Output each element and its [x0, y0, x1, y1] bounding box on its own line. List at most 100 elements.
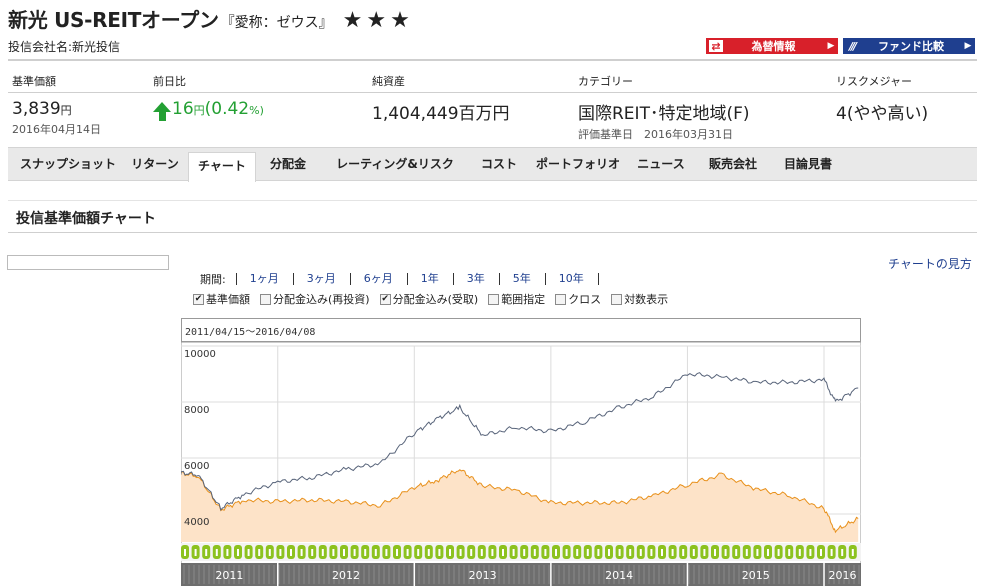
y-tick-label: 6000: [184, 461, 209, 472]
fund-search-box[interactable]: [7, 255, 169, 270]
dividend-marker-mark: [480, 549, 483, 556]
dividend-marker-mark: [692, 549, 695, 556]
tab-bar: スナップショット リターン チャート 分配金 レーティング&リスク コスト ポー…: [8, 147, 977, 182]
check-reinvest-label: 分配金込み(再投資): [273, 293, 370, 306]
fund-company: 投信会社名:新光投信: [8, 40, 121, 54]
fx-info-button[interactable]: ⇄ 為替情報 ▶: [706, 38, 838, 54]
tab-chart[interactable]: チャート: [188, 152, 256, 182]
dividend-marker-mark: [756, 549, 759, 556]
check-received[interactable]: ✔ 分配金込み(受取): [379, 291, 478, 307]
dividend-marker-mark: [767, 549, 769, 556]
stat-change-value-row: 16円(0.42%): [149, 93, 368, 121]
stat-category-date: 評価基準日 2016年03月31日: [578, 128, 733, 141]
series-options: ✔ 基準価額 分配金込み(再投資) ✔ 分配金込み(受取) 範囲指定 クロス 対数表…: [193, 291, 678, 307]
tab-prospectus[interactable]: 目論見書: [783, 157, 832, 171]
period-1m[interactable]: 1ヶ月: [235, 273, 294, 285]
dividend-marker-mark: [247, 549, 250, 556]
stat-assets-value: 1,404,449: [372, 104, 459, 124]
stat-risk-label: リスクメジャー: [832, 66, 977, 93]
check-range[interactable]: 範囲指定: [488, 291, 545, 307]
stat-change-value: 16: [172, 99, 194, 119]
fund-stats: 基準価額 3,839円 2016年04月14日 前日比 16円(0.42%) 純…: [8, 66, 977, 142]
tab-rating-risk[interactable]: レーティング&リスク: [336, 157, 454, 171]
dividend-marker-mark: [226, 549, 229, 556]
tab-news[interactable]: ニュース: [637, 157, 685, 171]
nav-line: [181, 469, 859, 534]
checkbox-cross[interactable]: [555, 293, 567, 305]
dividend-marker-mark: [533, 549, 536, 556]
dividend-markers: [181, 543, 861, 561]
stat-nav-label: 基準価額: [8, 66, 149, 93]
dividend-marker-mark: [279, 549, 282, 556]
tab-cost[interactable]: コスト: [480, 157, 517, 171]
dividend-marker-mark: [629, 549, 632, 556]
dividend-marker-mark: [502, 549, 504, 556]
dividend-marker-mark: [353, 549, 356, 556]
stat-change-pct: (0.42: [204, 99, 250, 119]
stat-nav: 基準価額 3,839円 2016年04月14日: [8, 66, 149, 142]
dividend-marker-mark: [512, 549, 515, 556]
dividend-marker-mark: [364, 549, 367, 556]
dividend-marker-mark: [555, 549, 557, 556]
tab-distributors[interactable]: 販売会社: [708, 157, 757, 171]
check-log[interactable]: 対数表示: [611, 291, 668, 307]
tab-portfolio[interactable]: ポートフォリオ: [535, 157, 620, 171]
up-arrow-icon: [153, 102, 171, 112]
dividend-marker-mark: [639, 549, 642, 556]
dividend-marker-mark: [798, 549, 801, 556]
check-cross[interactable]: クロス: [555, 291, 601, 307]
period-3m[interactable]: 3ヶ月: [294, 273, 351, 285]
dividend-marker-mark: [745, 549, 748, 556]
checkbox-log[interactable]: [611, 293, 623, 305]
date-range-display: 2011/04/15～2016/04/08: [181, 318, 861, 342]
check-nav[interactable]: ✔ 基準価額: [193, 291, 250, 307]
stat-change: 前日比 16円(0.42%): [149, 66, 368, 142]
fund-name: 新光 US-REITオープン: [8, 8, 219, 32]
period-3y[interactable]: 3年: [454, 273, 500, 285]
dividend-marker-mark: [661, 549, 663, 556]
checkbox-reinvest[interactable]: [260, 293, 271, 305]
period-6m[interactable]: 6ヶ月: [351, 273, 408, 285]
dividend-marker-mark: [809, 549, 812, 556]
checkbox-range[interactable]: [488, 293, 500, 305]
dividend-marker-mark: [396, 549, 398, 556]
checkbox-received[interactable]: ✔: [379, 293, 391, 305]
tab-returns[interactable]: リターン: [131, 157, 179, 171]
exchange-icon: ⇄: [709, 40, 723, 53]
dividend-marker-mark: [565, 549, 568, 556]
dividend-marker-mark: [290, 549, 292, 556]
dividend-marker-mark: [523, 549, 526, 556]
check-reinvest[interactable]: 分配金込み(再投資): [260, 291, 370, 307]
check-cross-label: クロス: [568, 293, 602, 306]
slash-stripes-icon: ///: [848, 39, 857, 53]
y-tick-label: 10000: [184, 349, 216, 360]
y-axis-ticks: 4000 6000 8000 10000: [184, 349, 216, 528]
dividend-marker-mark: [321, 549, 324, 556]
dividend-marker-mark: [417, 549, 420, 556]
period-10y[interactable]: 10年: [546, 273, 599, 285]
period-5y[interactable]: 5年: [500, 273, 546, 285]
dividend-marker-mark: [332, 549, 335, 556]
y-tick-label: 8000: [184, 405, 209, 416]
fund-nickname: 『愛称：ゼウス』: [220, 15, 333, 31]
fund-title: 新光 US-REITオープン 『愛称：ゼウス』 ★★★: [8, 4, 414, 33]
period-1y[interactable]: 1年: [408, 273, 454, 285]
dividend-marker-mark: [682, 549, 685, 556]
fund-compare-button[interactable]: /// ファンド比較 ▶: [843, 38, 975, 54]
tab-snapshot[interactable]: スナップショット: [19, 157, 116, 171]
stat-assets-label: 純資産: [368, 66, 574, 93]
dividend-marker-mark: [406, 549, 409, 556]
tab-dividends[interactable]: 分配金: [269, 157, 306, 171]
stat-category: カテゴリー 国際REIT･特定地域(F) 評価基準日 2016年03月31日: [574, 66, 832, 142]
dividend-marker-mark: [268, 549, 271, 556]
check-nav-label: 基準価額: [206, 293, 250, 306]
dividend-marker-mark: [724, 549, 727, 556]
chart-howto-link[interactable]: チャートの見方: [888, 257, 972, 271]
dividend-marker-mark: [544, 549, 547, 556]
section-divider: [8, 232, 977, 233]
checkbox-nav[interactable]: ✔: [193, 293, 204, 305]
dividend-marker-mark: [830, 549, 833, 556]
dividend-marker-mark: [343, 549, 345, 556]
stat-assets-value-row: 1,404,449百万円: [368, 93, 574, 124]
